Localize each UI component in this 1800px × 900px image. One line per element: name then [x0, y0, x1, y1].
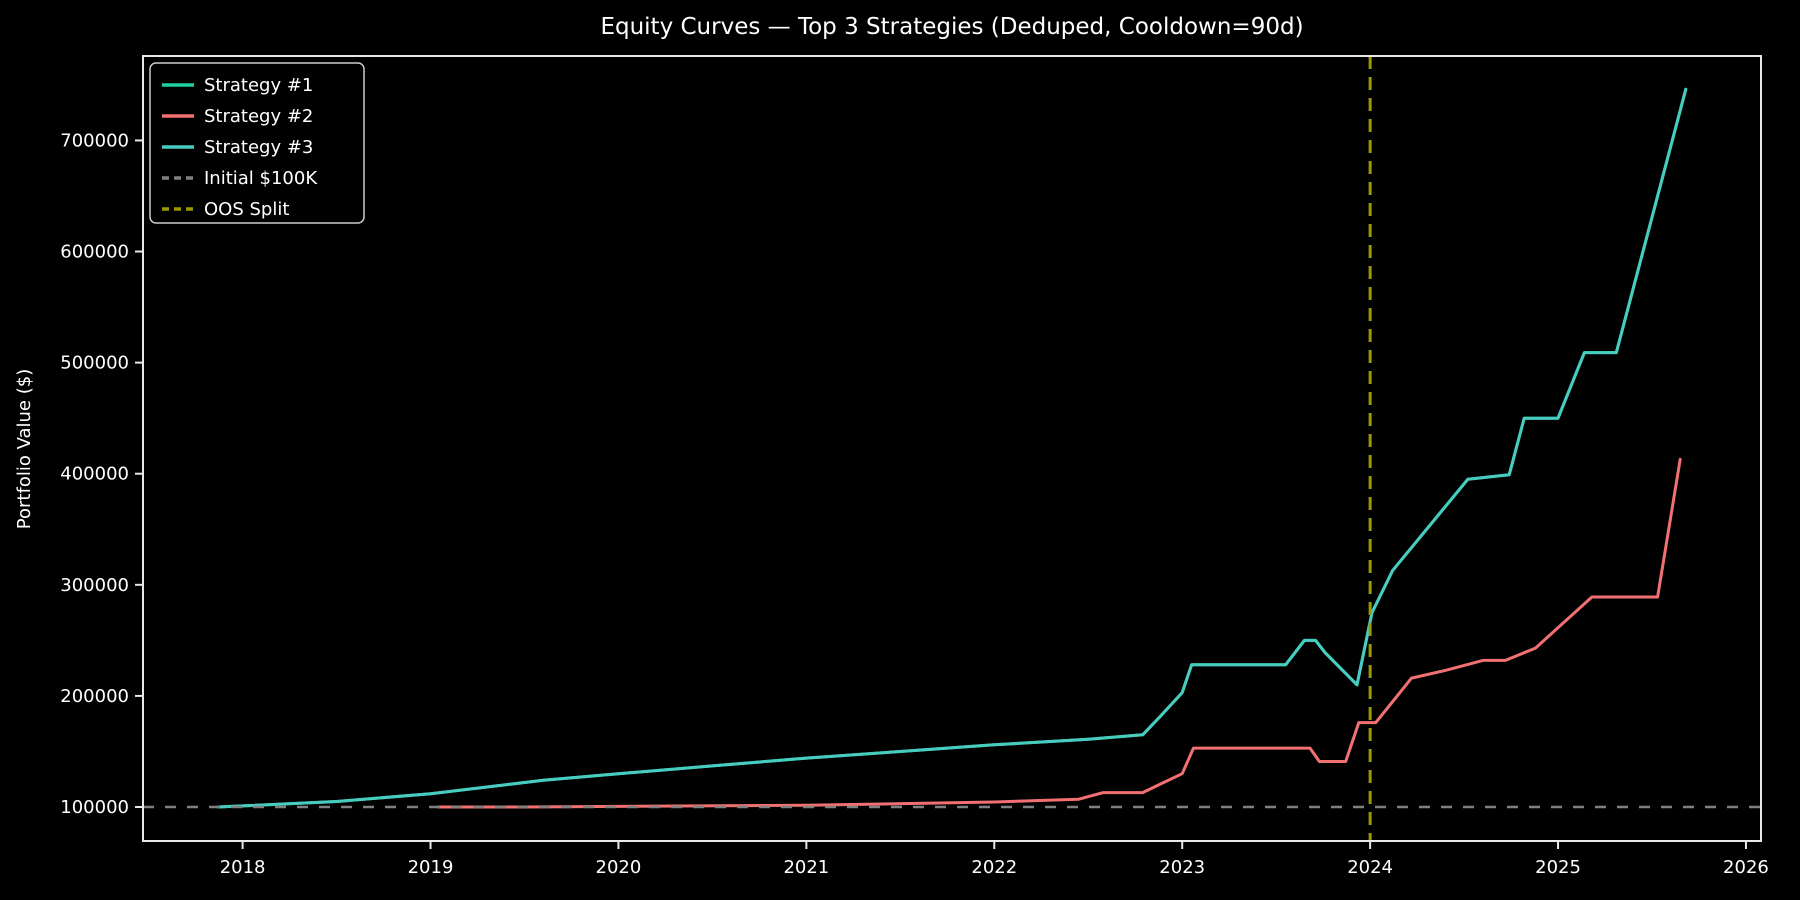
x-tick-label: 2021 [783, 857, 829, 878]
legend-label-4: Initial $100K [204, 168, 318, 189]
plot-area [143, 56, 1761, 841]
legend-label-3: Strategy #3 [204, 137, 313, 158]
legend-box [149, 62, 365, 224]
strategy-3-line [216, 87, 1688, 809]
chart-title: Equity Curves — Top 3 Strategies (Dedupe… [600, 14, 1303, 40]
y-tick-label: 700000 [60, 130, 129, 151]
axes-frame [142, 55, 1762, 842]
y-tick-label: 400000 [60, 464, 129, 485]
x-tick-label: 2024 [1347, 857, 1393, 878]
x-tick-label: 2026 [1723, 857, 1769, 878]
legend-label-2: Strategy #2 [204, 106, 313, 127]
x-tick-label: 2023 [1159, 857, 1205, 878]
y-tick-label: 600000 [60, 242, 129, 263]
y-tick-label: 200000 [60, 686, 129, 707]
x-tick-label: 2019 [408, 857, 454, 878]
legend-label-1: Strategy #1 [204, 75, 313, 96]
y-axis-label: Portfolio Value ($) [14, 369, 35, 529]
series-lines [216, 87, 1688, 809]
y-tick-label: 500000 [60, 353, 129, 374]
reference-lines [143, 56, 1761, 841]
y-tick-label: 100000 [60, 797, 129, 818]
x-tick-label: 2022 [971, 857, 1017, 878]
x-tick-label: 2025 [1535, 857, 1581, 878]
y-axis: 100000 200000 300000 400000 500000 600000 7000… [60, 130, 143, 818]
x-axis: 2018 2019 2020 2021 2022 2023 2024 2025 2026 [220, 841, 1769, 878]
strategy-2-line [436, 457, 1682, 809]
x-tick-label: 2020 [596, 857, 642, 878]
legend-label-5: OOS Split [204, 199, 289, 220]
y-tick-label: 300000 [60, 575, 129, 596]
legend: Strategy #1 Strategy #2 Strategy #3 Initial… [149, 62, 365, 224]
x-tick-label: 2018 [220, 857, 266, 878]
